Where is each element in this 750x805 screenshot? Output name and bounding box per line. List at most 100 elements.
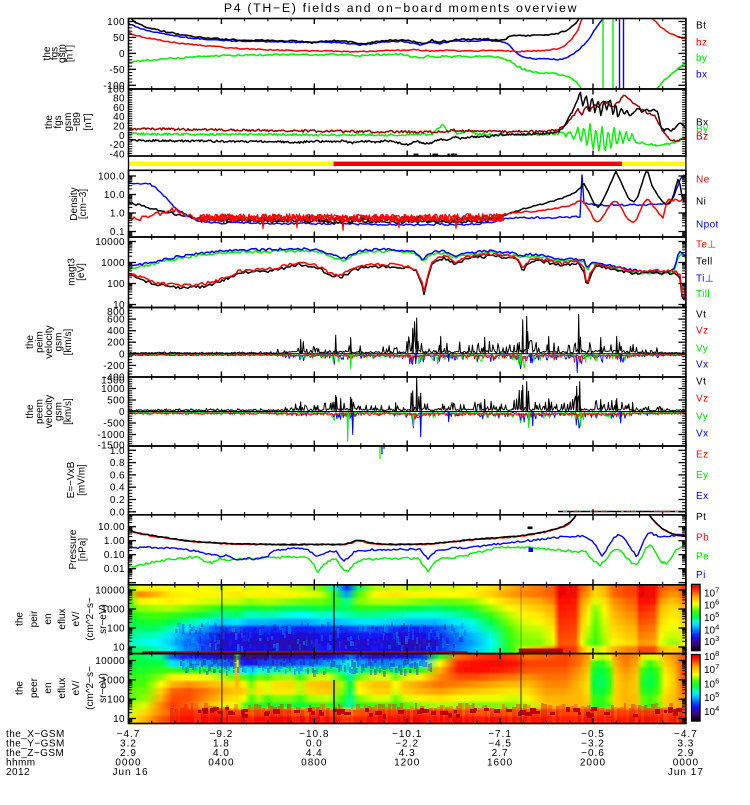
svg-text:3.2: 3.2 xyxy=(120,739,137,750)
svg-text:gsm: gsm xyxy=(54,402,65,421)
svg-text:Ex: Ex xyxy=(696,491,708,502)
svg-text:Ni: Ni xyxy=(696,197,706,208)
svg-text:200: 200 xyxy=(107,338,125,349)
svg-text:peem: peem xyxy=(35,399,46,424)
svg-text:-40: -40 xyxy=(109,149,125,160)
svg-text:0.0: 0.0 xyxy=(110,507,125,518)
svg-text:10: 10 xyxy=(113,300,125,311)
svg-text:velocity: velocity xyxy=(44,325,55,358)
svg-text:100.0: 100.0 xyxy=(98,172,125,183)
svg-text:the_Z−GSM: the_Z−GSM xyxy=(6,748,64,759)
svg-text:Npot: Npot xyxy=(696,220,719,231)
svg-text:0: 0 xyxy=(119,131,125,142)
svg-text:Pt: Pt xyxy=(696,512,706,523)
svg-text:0400: 0400 xyxy=(208,758,234,769)
svg-text:[nT]: [nT] xyxy=(65,45,76,62)
svg-text:Vy: Vy xyxy=(696,344,708,355)
svg-text:3.3: 3.3 xyxy=(677,739,694,750)
svg-text:0.01: 0.01 xyxy=(104,564,125,575)
svg-text:[eV]: [eV] xyxy=(76,263,87,281)
svg-text:-500: -500 xyxy=(103,419,125,430)
svg-text:0: 0 xyxy=(119,49,125,60)
svg-text:100: 100 xyxy=(107,84,125,95)
svg-text:Ez: Ez xyxy=(696,450,708,461)
svg-text:eflux: eflux xyxy=(57,677,68,698)
svg-text:0.2: 0.2 xyxy=(110,495,125,506)
svg-text:Bz: Bz xyxy=(696,132,708,143)
svg-text:-1000: -1000 xyxy=(97,430,125,441)
svg-text:the_Y−GSM: the_Y−GSM xyxy=(6,739,65,750)
svg-text:bx: bx xyxy=(696,70,707,81)
svg-text:-100: -100 xyxy=(103,81,125,92)
svg-text:10.00: 10.00 xyxy=(98,522,125,533)
svg-text:-400: -400 xyxy=(103,372,125,383)
svg-text:peer: peer xyxy=(29,677,40,698)
svg-text:gsm: gsm xyxy=(57,44,68,63)
svg-text:400: 400 xyxy=(107,326,125,337)
svg-text:−3.2: −3.2 xyxy=(581,739,605,750)
svg-text:Vt: Vt xyxy=(696,377,706,388)
svg-text:0.0: 0.0 xyxy=(306,739,323,750)
svg-text:sr−eV): sr−eV) xyxy=(98,604,109,634)
svg-text:−t89: −t89 xyxy=(72,112,83,132)
svg-text:1.0: 1.0 xyxy=(110,209,125,220)
svg-text:hhmm: hhmm xyxy=(6,758,36,769)
svg-text:magt3: magt3 xyxy=(67,258,78,286)
svg-text:800: 800 xyxy=(107,307,125,318)
svg-text:E=−VxB: E=−VxB xyxy=(66,461,77,498)
svg-text:the: the xyxy=(15,681,26,695)
svg-text:(cm^2−s−: (cm^2−s− xyxy=(85,597,96,641)
svg-text:2000: 2000 xyxy=(580,758,606,769)
svg-text:4.0: 4.0 xyxy=(213,748,230,759)
svg-text:the_X−GSM: the_X−GSM xyxy=(6,729,65,740)
svg-text:the: the xyxy=(25,404,36,418)
svg-text:gsm: gsm xyxy=(63,113,74,132)
svg-text:−2.2: −2.2 xyxy=(395,739,419,750)
svg-text:[mV/m]: [mV/m] xyxy=(77,464,88,496)
svg-text:[km/s]: [km/s] xyxy=(63,398,74,425)
svg-text:0000: 0000 xyxy=(115,758,141,769)
svg-text:500: 500 xyxy=(107,396,125,407)
svg-text:peir: peir xyxy=(29,610,40,627)
svg-text:−0.5: −0.5 xyxy=(581,729,605,740)
svg-text:20: 20 xyxy=(113,122,125,133)
svg-text:fgs: fgs xyxy=(53,115,64,128)
svg-text:the: the xyxy=(42,46,53,60)
svg-text:2012: 2012 xyxy=(6,767,30,778)
svg-text:0800: 0800 xyxy=(301,758,327,769)
svg-text:fgs: fgs xyxy=(50,47,61,60)
svg-text:100: 100 xyxy=(107,279,125,290)
svg-text:1000: 1000 xyxy=(101,605,125,616)
svg-text:Tell: Tell xyxy=(696,257,713,268)
svg-text:1500: 1500 xyxy=(101,376,125,387)
svg-text:1000: 1000 xyxy=(101,675,125,686)
svg-text:2.9: 2.9 xyxy=(677,748,694,759)
svg-text:1000: 1000 xyxy=(101,384,125,395)
svg-text:-1500: -1500 xyxy=(97,441,125,452)
svg-text:1200: 1200 xyxy=(394,758,420,769)
svg-text:Vx: Vx xyxy=(696,429,708,440)
svg-text:600: 600 xyxy=(107,315,125,326)
svg-text:-50: -50 xyxy=(109,65,125,76)
svg-text:1.8: 1.8 xyxy=(213,739,230,750)
svg-text:0: 0 xyxy=(119,407,125,418)
svg-text:Pb: Pb xyxy=(696,533,709,544)
svg-text:Vz: Vz xyxy=(696,394,708,405)
svg-text:Vz: Vz xyxy=(696,326,708,337)
svg-text:eV/: eV/ xyxy=(71,611,82,626)
svg-text:By: By xyxy=(696,124,708,135)
svg-text:−4.7: −4.7 xyxy=(674,729,698,740)
svg-text:Pi: Pi xyxy=(696,570,706,581)
svg-text:−7.1: −7.1 xyxy=(488,729,512,740)
svg-text:sr−eV): sr−eV) xyxy=(98,673,109,703)
svg-text:0.1: 0.1 xyxy=(110,227,125,238)
svg-text:−4.7: −4.7 xyxy=(117,729,141,740)
svg-text:[nPa]: [nPa] xyxy=(78,538,89,562)
svg-text:40: 40 xyxy=(113,112,125,123)
svg-text:(cm^2−s−: (cm^2−s− xyxy=(85,666,96,710)
svg-text:50: 50 xyxy=(113,33,125,44)
svg-text:80: 80 xyxy=(113,94,125,105)
svg-text:peim: peim xyxy=(35,331,46,353)
svg-text:the: the xyxy=(25,335,36,349)
svg-text:10000: 10000 xyxy=(95,237,125,248)
